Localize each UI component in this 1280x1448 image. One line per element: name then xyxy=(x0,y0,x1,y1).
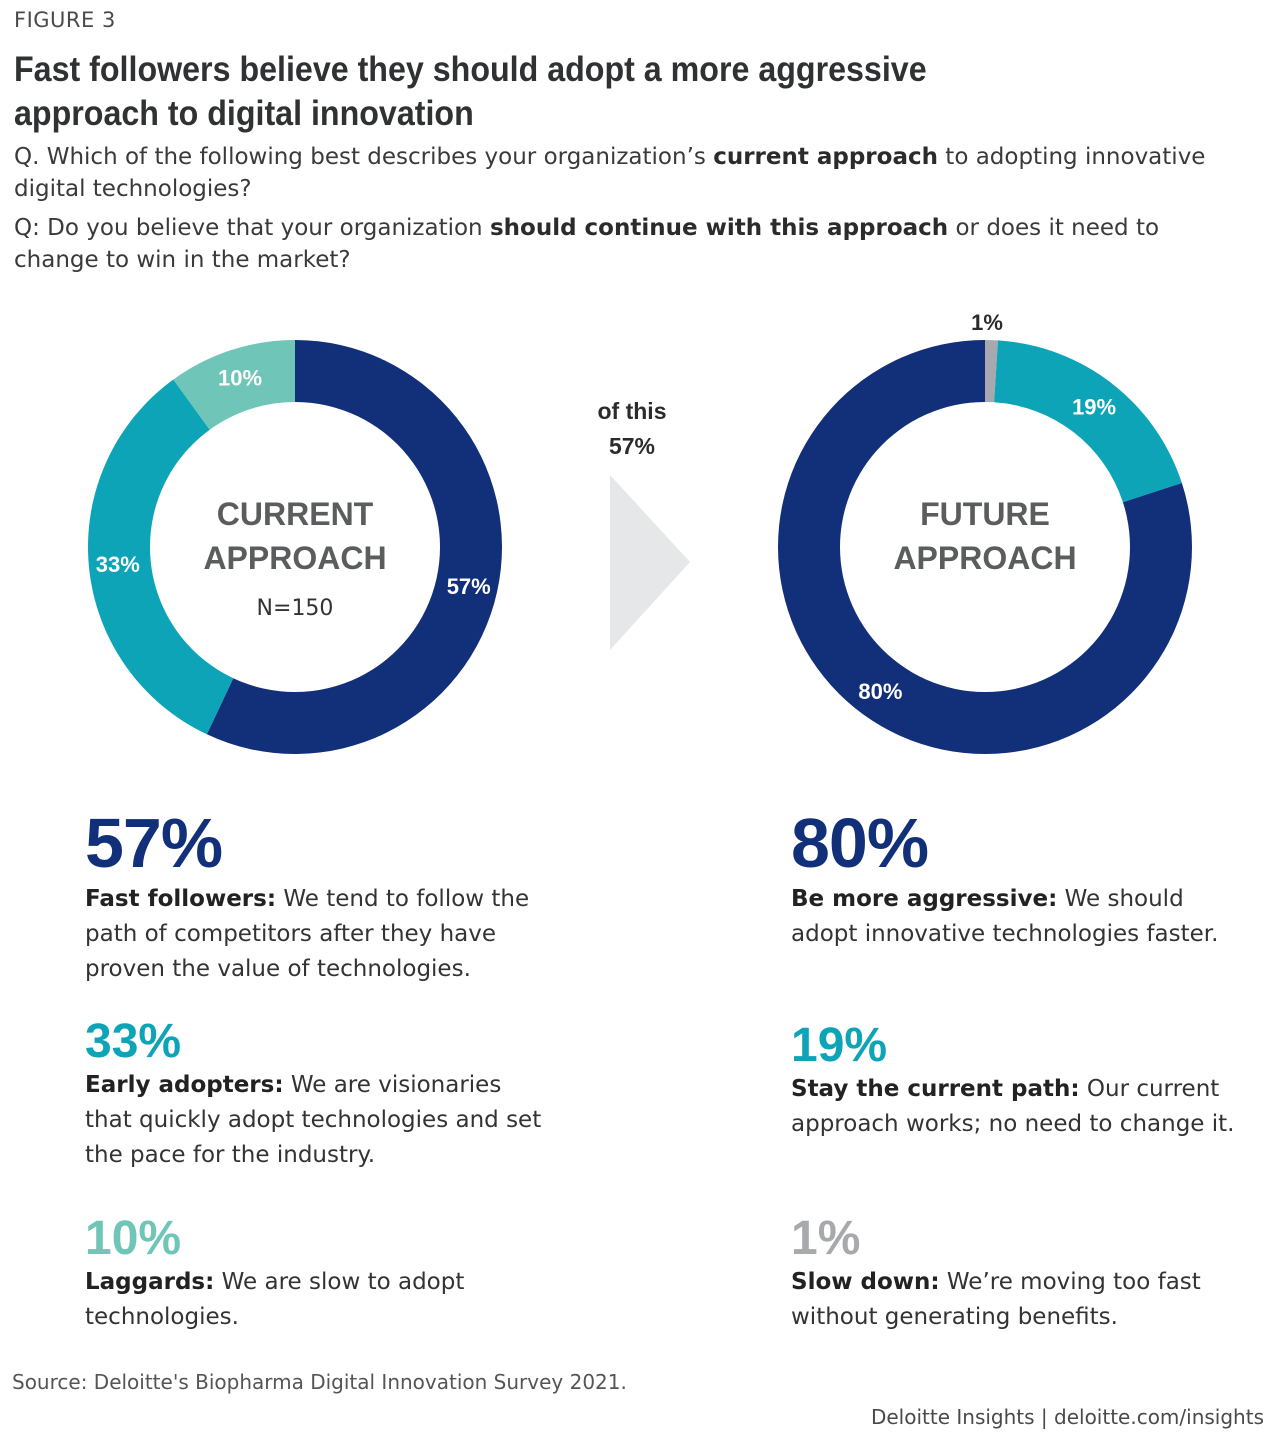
current-sample-note: N=150 xyxy=(257,596,334,621)
current-legend-term: Early adopters: xyxy=(85,1072,284,1098)
future-center-label-1: FUTURE xyxy=(920,496,1050,532)
brand-footer: Deloitte Insights | deloitte.com/insight… xyxy=(870,1405,1264,1429)
future-slice-label-2: 80% xyxy=(858,679,902,704)
current-slice-0 xyxy=(206,340,503,754)
donut-future-approach: 1% 19% 80% FUTURE APPROACH xyxy=(777,310,1192,754)
current-legend-item-0: 57% Fast followers: We tend to follow the… xyxy=(85,808,545,987)
current-slice-label-1: 33% xyxy=(96,552,140,577)
future-legend-item-2: 1% Slow down: We’re moving too fast witho… xyxy=(791,1215,1251,1335)
future-legend-term: Stay the current path: xyxy=(791,1076,1080,1102)
donut-charts: 57% 33% 10% CURRENT APPROACH N=150 1% 19% 80% FU… xyxy=(88,310,1192,754)
future-legend-percent: 80% xyxy=(791,804,929,882)
current-legend-term: Fast followers: xyxy=(85,886,277,912)
question-1-bold: current approach xyxy=(713,144,938,170)
current-slice-label-0: 57% xyxy=(447,574,491,599)
future-legend-description: Be more aggressive: We should adopt inno… xyxy=(791,882,1251,952)
arrow-shape xyxy=(610,475,690,650)
future-legend-term: Slow down: xyxy=(791,1269,940,1295)
question-2-suffix: or does it need to change to win in the … xyxy=(14,215,1160,273)
future-slice-label-0: 1% xyxy=(971,310,1003,335)
arrow-label-line-1: of this xyxy=(598,398,667,424)
future-legend-item-1: 19% Stay the current path: Our current ap… xyxy=(791,1022,1251,1142)
source-note: Source: Deloitte's Biopharma Digital Inn… xyxy=(12,1370,627,1394)
future-legend-text: Our current approach works; no need to c… xyxy=(791,1076,1235,1137)
future-legend-text: We should adopt innovative technologies … xyxy=(791,886,1219,947)
current-legend-item-1: 33% Early adopters: We are visionaries th… xyxy=(85,1018,545,1173)
current-legend-term: Laggards: xyxy=(85,1269,215,1295)
future-legend-description: Stay the current path: Our current appro… xyxy=(791,1072,1251,1142)
donut-current-approach: 57% 33% 10% CURRENT APPROACH N=150 xyxy=(88,340,503,754)
question-2-bold: should continue with this approach xyxy=(489,215,949,241)
future-slice-2 xyxy=(777,340,1192,754)
current-legend-text: We are slow to adopt technologies. xyxy=(85,1269,465,1330)
future-slice-1 xyxy=(994,340,1182,503)
current-legend-text: We are visionaries that quickly adopt te… xyxy=(85,1072,542,1168)
future-slice-label-1: 19% xyxy=(1072,394,1116,419)
current-center-label-2: APPROACH xyxy=(203,540,386,576)
current-legend-percent: 57% xyxy=(85,804,223,882)
future-legend-item-0: 80% Be more aggressive: We should adopt i… xyxy=(791,808,1251,952)
question-1: Q. Which of the following best describes… xyxy=(14,141,1244,205)
future-slice-0 xyxy=(985,340,998,403)
current-legend-percent: 33% xyxy=(85,1015,182,1068)
current-legend-description: Early adopters: We are visionaries that … xyxy=(85,1068,545,1173)
future-legend-percent: 19% xyxy=(791,1019,888,1072)
question-1-prefix: Q. Which of the following best describes… xyxy=(14,144,714,170)
current-legend-percent: 10% xyxy=(85,1212,182,1265)
question-1-suffix: to adopting innovative digital technolog… xyxy=(14,144,1206,202)
chart-title: Fast followers believe they should adopt… xyxy=(14,50,927,133)
current-slice-2 xyxy=(173,340,295,430)
current-legend-description: Laggards: We are slow to adopt technolog… xyxy=(85,1265,545,1335)
current-legend-item-2: 10% Laggards: We are slow to adopt techno… xyxy=(85,1215,545,1335)
future-legend-term: Be more aggressive: xyxy=(791,886,1058,912)
figure-label: FIGURE 3 xyxy=(14,8,116,32)
future-legend-text: We’re moving too fast without generating… xyxy=(791,1269,1201,1330)
current-slice-1 xyxy=(88,379,234,735)
future-center-label-2: APPROACH xyxy=(893,540,1076,576)
future-legend-percent: 1% xyxy=(791,1212,861,1265)
question-2: Q: Do you believe that your organization… xyxy=(14,212,1244,276)
current-slice-label-2: 10% xyxy=(218,366,262,391)
question-2-prefix: Q: Do you believe that your organization xyxy=(14,215,490,241)
future-legend-description: Slow down: We’re moving too fast without… xyxy=(791,1265,1251,1335)
current-legend-description: Fast followers: We tend to follow the pa… xyxy=(85,882,545,987)
arrow-label-line-2: 57% xyxy=(609,433,655,459)
current-legend-text: We tend to follow the path of competitor… xyxy=(85,886,530,982)
current-center-label-1: CURRENT xyxy=(217,496,374,532)
